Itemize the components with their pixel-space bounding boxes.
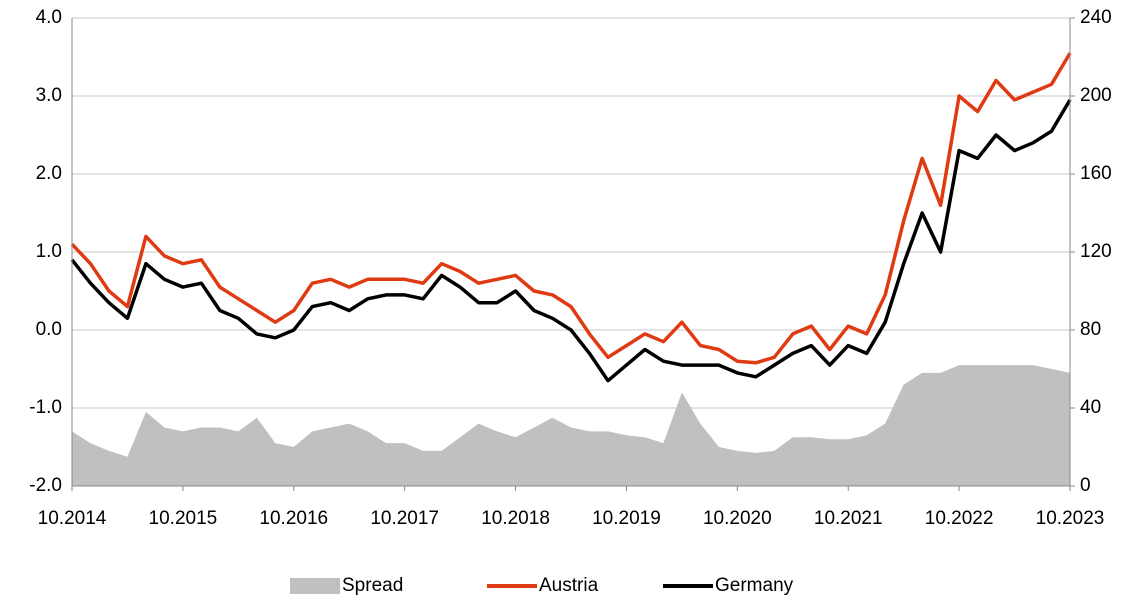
x-tick-label: 10.2022 — [925, 508, 994, 529]
x-tick-label: 10.2014 — [38, 508, 107, 529]
legend-label: Germany — [715, 575, 794, 596]
x-tick-label: 10.2019 — [592, 508, 661, 529]
x-tick-label: 10.2021 — [814, 508, 883, 529]
y2-tick-label: 200 — [1080, 85, 1112, 106]
legend-label: Austria — [539, 575, 599, 596]
y2-tick-label: 240 — [1080, 7, 1112, 28]
x-tick-label: 10.2015 — [149, 508, 218, 529]
spread-area — [72, 365, 1070, 486]
y-tick-label: -2.0 — [29, 475, 62, 496]
y2-tick-label: 80 — [1080, 319, 1101, 340]
series-line — [70, 52, 1072, 365]
x-tick-label: 10.2023 — [1036, 508, 1105, 529]
legend-swatch — [290, 578, 340, 594]
y-tick-label: 2.0 — [36, 163, 62, 184]
x-tick-label: 10.2016 — [259, 508, 328, 529]
legend-label: Spread — [342, 575, 403, 596]
y-tick-label: -1.0 — [29, 397, 62, 418]
x-tick-label: 10.2017 — [370, 508, 439, 529]
y2-tick-label: 160 — [1080, 163, 1112, 184]
y2-tick-label: 120 — [1080, 241, 1112, 262]
x-tick-label: 10.2020 — [703, 508, 772, 529]
y2-tick-label: 0 — [1080, 475, 1091, 496]
y2-tick-label: 40 — [1080, 397, 1101, 418]
y-tick-label: 3.0 — [36, 85, 62, 106]
series-line — [70, 99, 1072, 383]
y-tick-label: 0.0 — [36, 319, 62, 340]
y-tick-label: 4.0 — [36, 7, 62, 28]
y-tick-label: 1.0 — [36, 241, 62, 262]
x-tick-label: 10.2018 — [481, 508, 550, 529]
